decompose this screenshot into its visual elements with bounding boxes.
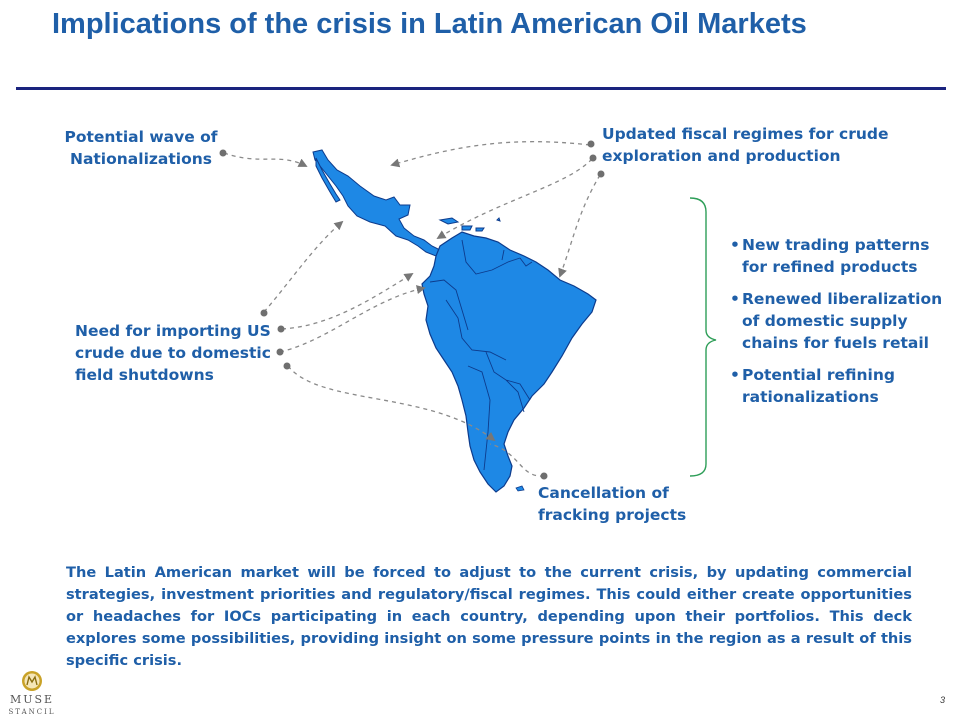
bullet-item: New trading patterns for refined product…	[730, 234, 950, 278]
implications-bullet-list: New trading patterns for refined product…	[730, 234, 950, 418]
connector-import-colombia	[281, 273, 414, 330]
summary-paragraph: The Latin American market will be forced…	[66, 564, 912, 669]
logo-subwordmark: STANCIL	[8, 708, 56, 716]
map-baja-california	[315, 157, 341, 203]
connector-dot	[260, 309, 268, 317]
connector-dot	[219, 149, 227, 157]
logo-emblem-icon	[22, 671, 42, 691]
connector-dot	[597, 170, 605, 178]
connector-nationalizations-mexico	[223, 152, 308, 167]
bullet-bracket	[689, 197, 717, 477]
connector-fiscal-brazil	[558, 174, 601, 278]
connector-dot	[283, 362, 291, 370]
callout-fracking: Cancellation of fracking projects	[538, 484, 687, 524]
connector-dot	[276, 348, 284, 356]
company-logo: MUSE STANCIL	[6, 670, 58, 718]
connector-import-argentina	[287, 365, 496, 442]
connector-import-peru	[279, 285, 426, 353]
map-mexico-central-america	[312, 149, 441, 257]
callout-fiscal-regimes: Updated fiscal regimes for crude explora…	[602, 125, 889, 165]
bullet-item: Renewed liberalization of domestic suppl…	[730, 288, 950, 354]
connector-dot	[587, 140, 595, 148]
callout-importing-crude: Need for importing US crude due to domes…	[75, 322, 271, 384]
callout-nationalizations: Potential wave of Nationalizations	[64, 128, 218, 168]
map-south-america	[421, 231, 597, 493]
title-divider	[16, 87, 946, 90]
page-title: Implications of the crisis in Latin Amer…	[52, 8, 807, 40]
connector-dot	[540, 472, 548, 480]
map-falklands	[515, 485, 525, 492]
map-country-borders	[429, 239, 533, 471]
connector-fiscal-mexico	[390, 141, 591, 168]
connector-fiscal-venezuela	[436, 158, 593, 239]
connector-dot	[277, 325, 285, 333]
connector-fracking-argentina	[489, 443, 545, 477]
logo-wordmark: MUSE	[9, 693, 55, 706]
connector-dot	[589, 154, 597, 162]
connector-import-central-america	[263, 220, 344, 313]
map-caribbean-islands	[438, 217, 501, 232]
page-number: 3	[940, 695, 946, 705]
bullet-item: Potential refining rationalizations	[730, 364, 950, 408]
